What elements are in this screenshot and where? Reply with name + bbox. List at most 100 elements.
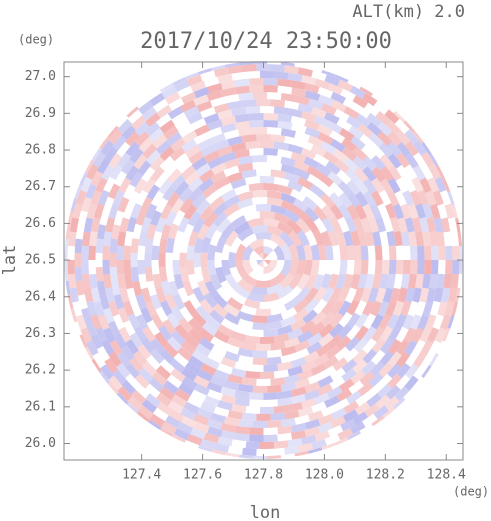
echo-cell xyxy=(317,124,333,137)
echo-cell xyxy=(402,245,411,260)
echo-cell xyxy=(173,79,190,92)
echo-cell xyxy=(150,338,165,354)
echo-cell xyxy=(263,112,278,121)
echo-cell xyxy=(217,436,233,447)
echo-cell xyxy=(137,160,152,176)
echo-cell xyxy=(287,402,303,412)
echo-cell xyxy=(144,252,152,268)
echo-cell xyxy=(124,230,134,247)
echo-cell xyxy=(267,162,283,171)
echo-cell xyxy=(150,294,162,310)
echo-cell xyxy=(337,203,352,220)
echo-cell xyxy=(104,357,118,374)
echo-cell xyxy=(177,422,194,435)
echo-cell xyxy=(297,139,314,151)
echo-cell xyxy=(263,269,279,281)
echo-cell xyxy=(301,111,317,122)
echo-cell xyxy=(117,386,133,402)
echo-cell xyxy=(366,121,382,137)
echo-cell xyxy=(318,173,334,188)
echo-cell xyxy=(140,287,152,304)
echo-cell xyxy=(288,260,299,277)
echo-cell xyxy=(206,90,223,102)
echo-cell xyxy=(403,177,417,193)
echo-cell xyxy=(318,413,334,426)
echo-cell xyxy=(323,150,339,165)
echo-cell xyxy=(287,143,304,155)
echo-cell xyxy=(100,364,114,380)
echo-cell xyxy=(337,287,350,304)
echo-cell xyxy=(366,393,382,408)
echo-cell xyxy=(211,344,227,358)
echo-cell xyxy=(377,131,393,147)
echo-cell xyxy=(263,292,280,303)
echo-cell xyxy=(390,216,401,233)
echo-cell xyxy=(155,306,169,323)
echo-cell xyxy=(296,229,310,247)
echo-cell xyxy=(332,260,341,275)
echo-cell xyxy=(74,266,83,282)
echo-cell xyxy=(186,74,203,87)
echo-cell xyxy=(102,245,111,260)
echo-cell xyxy=(339,245,348,260)
echo-cell xyxy=(145,383,161,399)
echo-cell xyxy=(183,204,198,220)
echo-cell xyxy=(249,427,264,435)
echo-cell xyxy=(251,286,268,295)
echo-cell xyxy=(180,165,196,180)
echo-cell xyxy=(367,217,379,233)
echo-cell xyxy=(280,418,296,427)
echo-cell xyxy=(302,196,318,211)
echo-cell xyxy=(224,195,241,208)
echo-cell xyxy=(224,230,239,247)
echo-cell xyxy=(90,217,101,233)
echo-cell xyxy=(404,375,419,391)
echo-cell xyxy=(86,340,99,356)
echo-cell xyxy=(238,383,254,393)
echo-cell xyxy=(368,372,384,388)
echo-cell xyxy=(248,120,264,128)
echo-cell xyxy=(277,184,293,196)
echo-cell xyxy=(214,251,223,269)
echo-cell xyxy=(419,327,432,343)
echo-cell xyxy=(90,170,104,187)
echo-cell xyxy=(371,166,386,183)
echo-cell xyxy=(359,134,375,149)
echo-cell xyxy=(263,253,269,260)
echo-cell xyxy=(207,426,223,437)
echo-cell xyxy=(170,330,186,346)
echo-cell xyxy=(375,216,387,233)
echo-cell xyxy=(334,158,350,174)
echo-cell xyxy=(99,210,110,226)
echo-cell xyxy=(217,400,233,411)
echo-cell xyxy=(237,190,254,202)
echo-cell xyxy=(151,245,160,260)
echo-cell xyxy=(238,454,254,459)
echo-cell xyxy=(304,389,320,401)
echo-cell xyxy=(81,260,89,275)
echo-cell xyxy=(217,324,234,338)
echo-cell xyxy=(164,293,177,310)
echo-cell xyxy=(312,273,325,291)
echo-cell xyxy=(263,239,279,251)
echo-cell xyxy=(277,113,293,123)
echo-cell xyxy=(171,112,187,126)
echo-cell xyxy=(251,315,268,324)
echo-cell xyxy=(198,327,214,343)
echo-cell xyxy=(259,371,275,379)
echo-cell xyxy=(284,445,300,455)
echo-cell xyxy=(172,245,181,260)
echo-cell xyxy=(317,375,334,388)
echo-cell xyxy=(378,190,392,206)
echo-cell xyxy=(180,415,197,429)
echo-cell xyxy=(379,178,394,194)
echo-cell xyxy=(231,403,247,413)
echo-cell xyxy=(134,121,150,137)
echo-cell xyxy=(96,224,107,240)
echo-cell xyxy=(304,287,319,304)
echo-cell xyxy=(452,260,460,275)
echo-cell xyxy=(330,91,347,105)
echo-cell xyxy=(367,245,376,260)
echo-cell xyxy=(226,209,244,223)
echo-cell xyxy=(280,156,296,167)
